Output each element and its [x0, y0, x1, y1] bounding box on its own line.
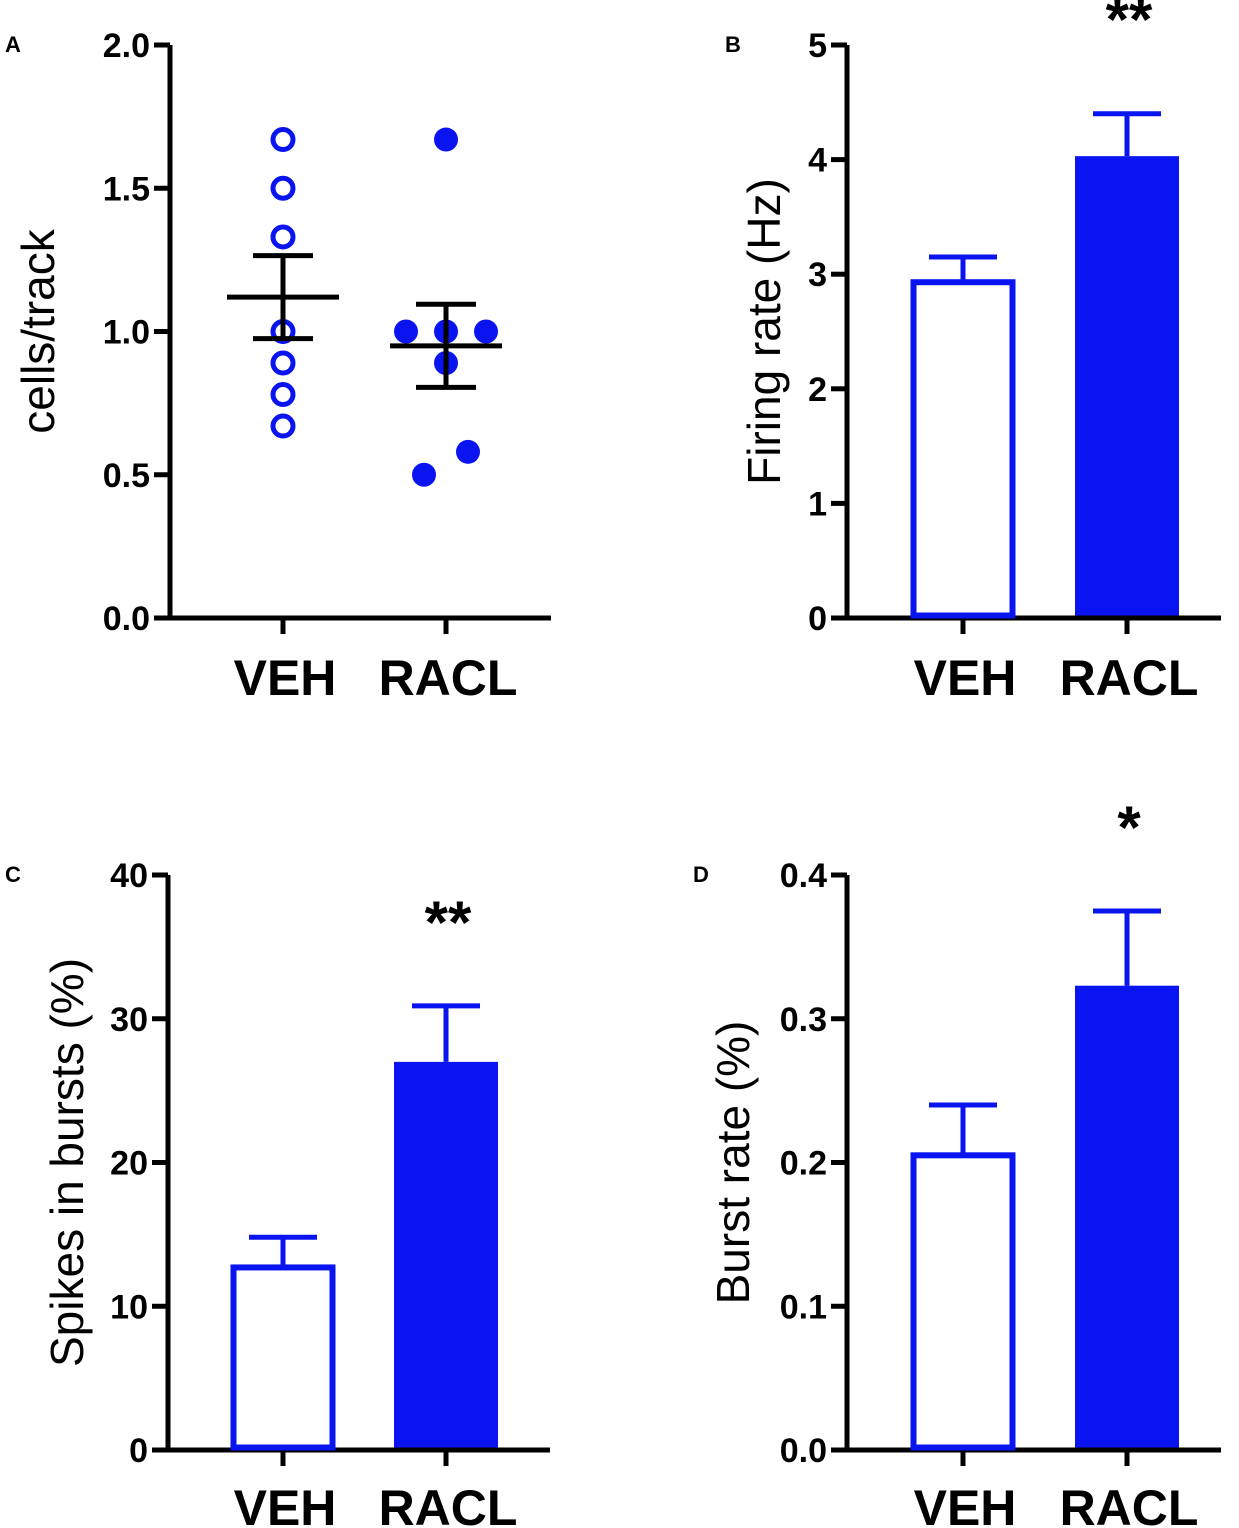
- panel-d-y-tick-label: 0.2: [780, 1145, 827, 1183]
- panel-a-point-veh: [270, 413, 296, 439]
- panel-c-y-axis-title: Spikes in bursts (%): [41, 958, 93, 1367]
- panel-d-y-axis-title: Burst rate (%): [707, 1021, 759, 1305]
- panel-b-letter: B: [725, 32, 741, 57]
- panel-c-y-tick-label: 20: [110, 1145, 148, 1183]
- panel-b-y-tick-label: 4: [808, 142, 827, 180]
- panel-a-y-axis-title: cells/track: [12, 228, 64, 433]
- panel-c-category-label: VEH: [234, 1480, 337, 1528]
- panel-b-bar-racl: [1075, 156, 1179, 616]
- panel-a-point-racl: [434, 127, 458, 152]
- panel-a-category-label: VEH: [234, 650, 337, 706]
- panel-b-bar-veh: [910, 279, 1016, 619]
- panel-d-y-tick-label: 0.3: [780, 1001, 827, 1039]
- panel-b-y-tick-label: 2: [808, 371, 827, 409]
- panel-b-y-tick-label: 0: [808, 600, 827, 638]
- panel-a: A 0.0 0.5 1.0 1.5 2.0 cells/track VEH RACL: [5, 27, 551, 706]
- panel-a-point-racl: [412, 462, 436, 487]
- panel-d-letter: D: [693, 862, 709, 887]
- panel-d-y-tick-label: 0.1: [780, 1288, 827, 1326]
- panel-a-y-tick-label: 1.0: [103, 314, 150, 352]
- panel-c-category-label: RACL: [379, 1480, 518, 1528]
- panel-b: B 0 1 2 3 4 5 Firing rate (Hz) VEH RACL **: [725, 0, 1221, 706]
- panel-d: D 0.0 0.1 0.2 0.3 0.4 Burst rate (%) VEH RACL *: [693, 794, 1221, 1528]
- panel-c-y-tick-label: 40: [110, 857, 148, 895]
- panel-c-y-tick-label: 10: [110, 1288, 148, 1326]
- panel-a-point-racl: [456, 439, 480, 464]
- panel-c: C 0 10 20 30 40 Spikes in bursts (%) VEH RACL **: [5, 857, 550, 1528]
- panel-a-letter: A: [5, 32, 21, 57]
- panel-a-y-tick-label: 2.0: [103, 27, 150, 65]
- panel-c-bar-veh: [230, 1264, 336, 1451]
- panel-a-point-veh: [270, 382, 296, 408]
- panel-b-category-label: VEH: [914, 650, 1017, 706]
- panel-a-y-tick-label: 0.5: [103, 457, 150, 495]
- panel-a-y-tick-label: 1.5: [103, 170, 150, 208]
- panel-b-y-tick-label: 3: [808, 256, 827, 294]
- panel-a-point-veh: [270, 350, 296, 376]
- panel-a-point-veh: [270, 224, 296, 250]
- panel-d-bar-racl: [1075, 985, 1179, 1448]
- panel-b-category-label: RACL: [1060, 650, 1199, 706]
- panel-d-category-label: VEH: [914, 1480, 1017, 1528]
- panel-d-category-label: RACL: [1060, 1480, 1199, 1528]
- panel-a-point-veh: [270, 127, 296, 153]
- panel-c-y-tick-label: 0: [129, 1432, 148, 1470]
- panel-d-y-tick-label: 0.0: [780, 1432, 827, 1470]
- panel-a-point-racl: [394, 319, 418, 344]
- panel-a-category-label: RACL: [379, 650, 518, 706]
- panel-c-y-tick-label: 30: [110, 1001, 148, 1039]
- panel-c-bar-racl: [394, 1061, 498, 1448]
- panel-a-point-veh: [270, 175, 296, 201]
- panel-b-y-axis-title: Firing rate (Hz): [738, 178, 790, 485]
- panel-d-bar-veh: [910, 1152, 1016, 1451]
- panel-a-y-tick-label: 0.0: [103, 600, 150, 638]
- panel-b-y-tick-label: 1: [808, 485, 827, 523]
- panel-d-y-tick-label: 0.4: [780, 857, 827, 895]
- panel-b-significance: **: [1106, 0, 1153, 53]
- panel-b-y-tick-label: 5: [808, 27, 827, 65]
- panel-c-significance: **: [425, 889, 472, 956]
- panel-c-letter: C: [5, 862, 21, 887]
- panel-a-point-racl: [474, 319, 498, 344]
- panel-d-significance: *: [1117, 794, 1141, 861]
